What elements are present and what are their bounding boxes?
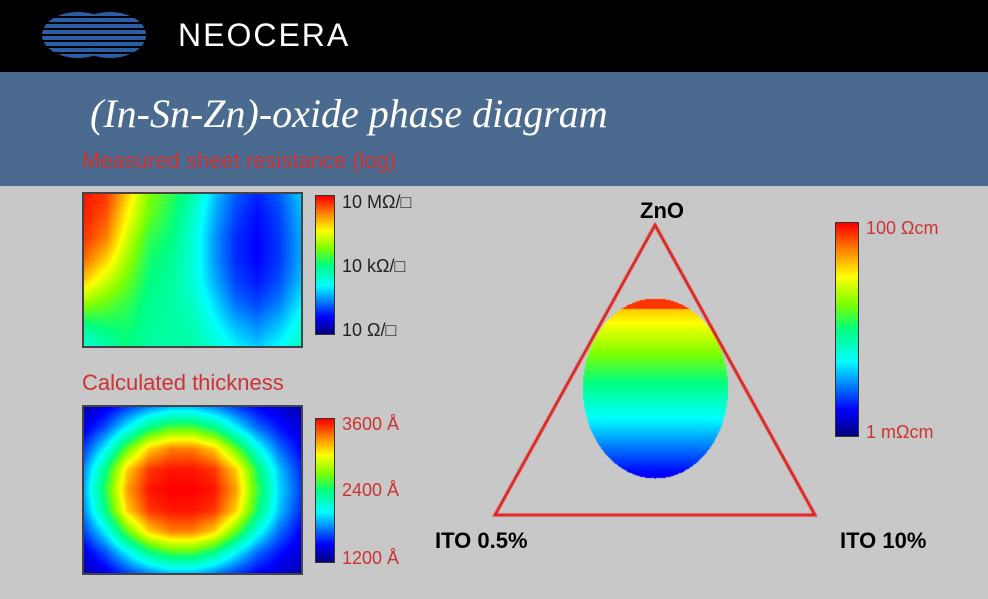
panel2-tick-bot: 1200 Å	[342, 548, 399, 569]
ternary-cb-top: 100 Ωcm	[866, 218, 938, 239]
panel1-colorbar	[315, 195, 335, 335]
panel1-tick-top: 10 MΩ/□	[342, 192, 411, 213]
ternary-cb-bot: 1 mΩcm	[866, 422, 933, 443]
panel2-colorbar	[315, 418, 335, 563]
slide-title: (In-Sn-Zn)-oxide phase diagram	[90, 90, 608, 137]
ternary-vertex-right: ITO 10%	[840, 528, 926, 554]
brand-name: NEOCERA	[178, 17, 350, 54]
panel2-heatmap	[82, 405, 303, 575]
panel2-tick-mid: 2400 Å	[342, 480, 399, 501]
brand-mark-icon	[40, 10, 160, 60]
panel1-label: Measured sheet resistance (log)	[82, 148, 396, 174]
panel2-tick-top: 3600 Å	[342, 414, 399, 435]
panel1-tick-mid: 10 kΩ/□	[342, 256, 405, 277]
ternary-diagram	[490, 220, 820, 520]
ternary-colorbar	[835, 222, 859, 437]
panel1-heatmap	[82, 192, 303, 348]
brand-logo: NEOCERA	[40, 10, 350, 60]
panel2-label: Calculated thickness	[82, 370, 284, 396]
ternary-vertex-left: ITO 0.5%	[435, 528, 528, 554]
panel1-tick-bot: 10 Ω/□	[342, 320, 396, 341]
